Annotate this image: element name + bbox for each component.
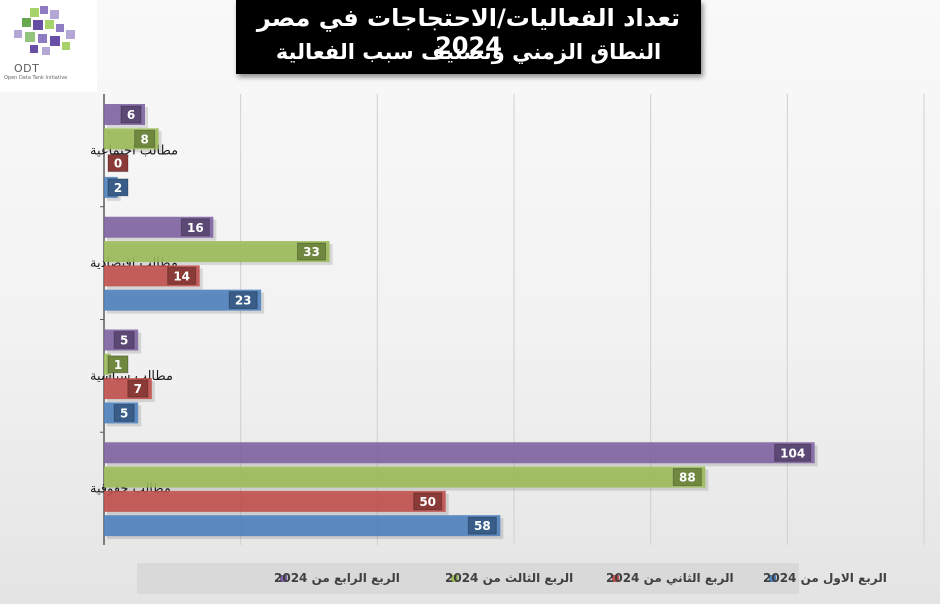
bar [104, 353, 111, 375]
chart-title-box: تعداد الفعاليات/الاحتجاجات في مصر 2024 ا… [236, 0, 701, 74]
data-label: 23 [235, 294, 252, 308]
chart-subtitle: النطاق الزمني وتصنيف سبب الفعالية [275, 40, 662, 64]
data-label-box [228, 291, 258, 310]
data-label: 14 [173, 269, 190, 283]
data-label: 104 [780, 446, 805, 460]
logo-name: ODT [14, 62, 40, 75]
data-label: 50 [419, 495, 436, 509]
bar [104, 442, 815, 464]
data-label-box [413, 492, 443, 511]
data-label: 5 [120, 334, 128, 348]
data-label-box [180, 218, 210, 237]
data-label-box [467, 516, 497, 535]
bar [104, 515, 501, 537]
odt-logo: ODT Open Data Tank Initiative [0, 0, 97, 92]
data-label-box [113, 331, 135, 349]
data-label: 6 [127, 108, 135, 122]
legend-swatch [612, 575, 619, 582]
data-label-box [120, 105, 142, 124]
data-label: 2 [114, 181, 122, 195]
data-label: 16 [187, 221, 204, 235]
data-label-box [167, 266, 197, 285]
data-label-box [107, 355, 129, 374]
legend-label: الربع الرابع من 2024 [274, 571, 400, 585]
legend-swatch [769, 575, 776, 582]
logo-cubes-icon [14, 6, 75, 55]
data-label: 1 [114, 358, 122, 372]
data-label-box [107, 154, 129, 173]
data-label-box [113, 403, 135, 422]
data-label-box [297, 242, 326, 261]
data-label: 8 [140, 132, 148, 146]
legend-box [137, 563, 799, 594]
bar [104, 466, 706, 488]
legend-label: الربع الثاني من 2024 [606, 571, 734, 585]
data-label: 5 [120, 406, 128, 420]
data-label-box [134, 129, 156, 148]
data-label: 0 [114, 157, 122, 171]
legend-swatch [451, 575, 458, 582]
bar [104, 241, 330, 263]
data-label-box [774, 443, 812, 462]
data-label: 7 [134, 382, 142, 396]
data-label: 58 [474, 519, 491, 533]
data-label: 88 [679, 471, 696, 485]
data-label-box [127, 379, 149, 398]
logo-subtitle: Open Data Tank Initiative [4, 75, 68, 81]
data-label-box [107, 178, 129, 197]
data-label-box [672, 468, 702, 487]
legend-swatch [280, 575, 287, 582]
legend-label: الربع الثالث من 2024 [445, 571, 573, 585]
bar [104, 289, 262, 311]
data-label: 33 [303, 245, 320, 259]
legend-label: الربع الاول من 2024 [763, 571, 887, 586]
chart-title: تعداد الفعاليات/الاحتجاجات في مصر 2024 [256, 4, 681, 60]
bar [104, 490, 446, 512]
